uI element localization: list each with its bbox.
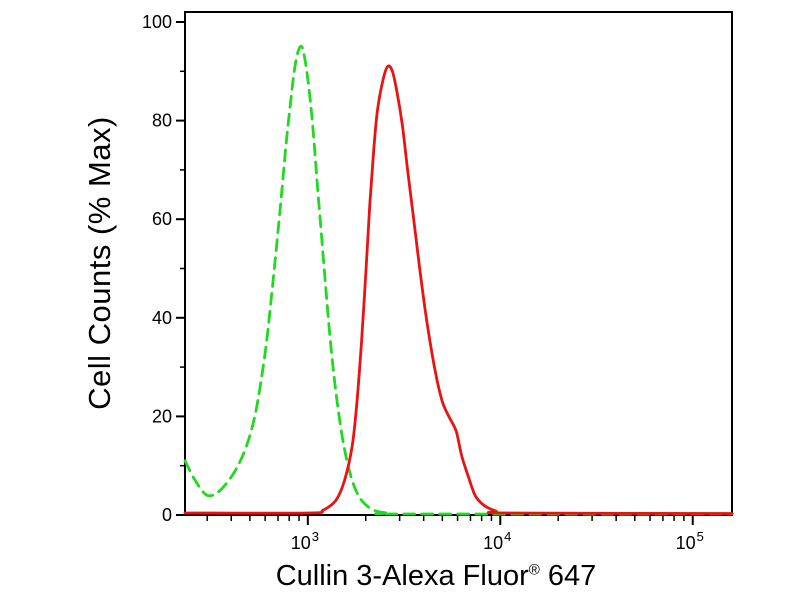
x-axis-title-pre: Cullin 3-Alexa Fluor (275, 560, 529, 592)
x-tick-label: 105 (676, 529, 704, 553)
y-tick-label: 80 (152, 111, 172, 131)
x-tick-label: 104 (483, 529, 511, 553)
y-tick-label: 40 (152, 308, 172, 328)
registered-trademark-symbol: ® (528, 561, 540, 579)
y-axis: 0 20 40 60 80 100 (142, 12, 185, 525)
cullin3-stained-red-solid-curve (183, 64, 734, 515)
x-axis: 103 104 105 (206, 515, 704, 553)
histogram-curves (183, 44, 734, 516)
control-green-dashed-curve (183, 44, 734, 516)
y-axis-label: Cell Counts (% Max) (82, 116, 118, 410)
x-tick-label: 103 (291, 529, 319, 553)
y-tick-label: 20 (152, 406, 172, 426)
x-axis-title-post: 647 (539, 560, 597, 592)
y-tick-label: 100 (142, 12, 172, 32)
y-tick-label: 0 (162, 505, 172, 525)
y-tick-label: 60 (152, 209, 172, 229)
y-axis-label-text: Cell Counts (% Max) (82, 116, 117, 410)
x-axis-title: Cullin 3-Alexa Fluor® 647 (276, 560, 597, 593)
